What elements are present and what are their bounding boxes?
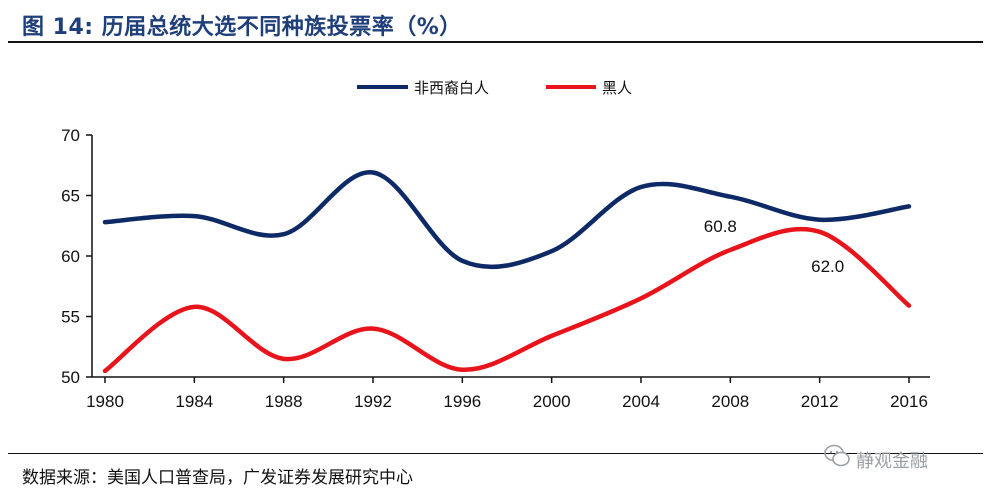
- x-tick-label: 1988: [265, 392, 303, 411]
- data-label: 60.8: [704, 217, 737, 236]
- x-tick-label: 2016: [890, 392, 928, 411]
- x-tick-label: 2000: [533, 392, 571, 411]
- y-tick-label: 70: [61, 126, 80, 145]
- wechat-icon: [824, 444, 850, 467]
- y-tick-label: 50: [61, 368, 80, 387]
- x-tick-label: 1984: [175, 392, 213, 411]
- y-ticks: 50 55 60 65 70: [61, 126, 92, 387]
- series-lines: [102, 170, 912, 374]
- x-tick-label: 1980: [86, 392, 124, 411]
- x-tick-label: 2008: [711, 392, 749, 411]
- legend-label-series-2: 黑人: [602, 79, 632, 97]
- line-chart: 非西裔白人 黑人 50 55 60 65 70 1980 1984 1988 1992 1996…: [61, 79, 930, 411]
- y-tick-label: 55: [61, 308, 80, 327]
- chart-title: 图 14: 历届总统大选不同种族投票率（%）: [22, 15, 462, 40]
- source-note: 数据来源：美国人口普查局，广发证券发展研究中心: [22, 468, 413, 488]
- y-tick-label: 60: [61, 247, 80, 266]
- title-divider: [8, 41, 983, 43]
- x-ticks: 1980 1984 1988 1992 1996 2000 2004 2008 2012 2016: [86, 377, 928, 411]
- series-line-1: [102, 170, 912, 270]
- series-line-2: [102, 226, 912, 374]
- x-tick-label: 2004: [622, 392, 660, 411]
- legend-label-series-1: 非西裔白人: [414, 79, 489, 97]
- annotations: 60.8 62.0: [704, 217, 844, 276]
- x-tick-label: 2012: [801, 392, 839, 411]
- y-tick-label: 65: [61, 187, 80, 206]
- legend: 非西裔白人 黑人: [357, 79, 632, 97]
- data-label: 62.0: [811, 257, 844, 276]
- x-tick-label: 1996: [443, 392, 481, 411]
- x-tick-label: 1992: [354, 392, 392, 411]
- watermark-text: 静观金融: [856, 451, 928, 472]
- footer-divider: [8, 453, 983, 454]
